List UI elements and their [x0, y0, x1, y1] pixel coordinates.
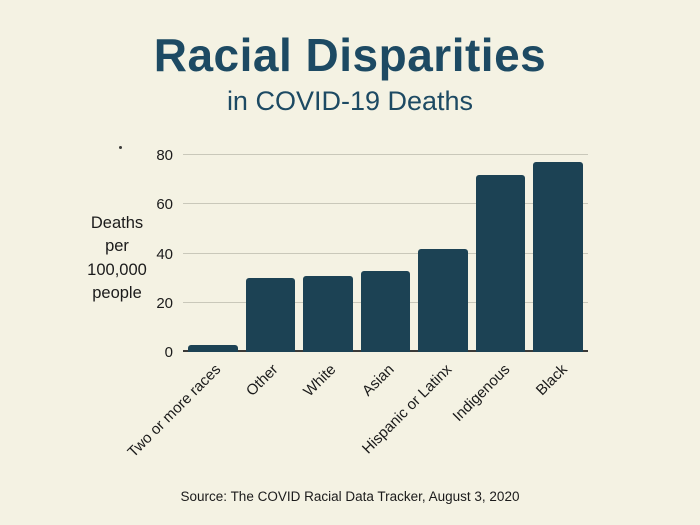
x-tick-slot: Indigenous	[449, 352, 530, 472]
bar-asian	[360, 270, 411, 352]
bar-two-or-more-races	[188, 344, 238, 352]
plot-area: 0 20 40 60 80	[156, 147, 588, 361]
x-tick-slot: White	[299, 352, 357, 472]
x-tick-label: Two or more races	[124, 361, 224, 461]
x-tick-label: Black	[533, 361, 572, 399]
y-tick-label: 60	[156, 196, 173, 214]
x-tick-slot: Two or more races	[124, 352, 241, 472]
x-tick-slot: Other	[241, 352, 299, 472]
bar-slot	[472, 155, 530, 352]
bar-white	[303, 275, 353, 352]
bar-slot	[529, 155, 587, 352]
x-tick-label: White	[300, 361, 340, 401]
y-tick-label: 40	[156, 245, 173, 263]
y-tick-label: 0	[164, 344, 173, 361]
bar-indigenous	[475, 174, 526, 352]
bar-slot	[184, 155, 242, 352]
bar-other	[245, 278, 296, 352]
gridline	[183, 203, 588, 205]
bar-slot	[357, 155, 415, 352]
gridline	[183, 252, 588, 254]
chart-subtitle: in COVID-19 Deaths	[226, 86, 474, 116]
bar-slot	[299, 155, 357, 352]
gridline	[183, 154, 588, 155]
bar-hispanic-or-latinx	[418, 248, 468, 352]
bar-slot	[242, 155, 300, 352]
x-tick-slot: Black	[530, 352, 588, 472]
y-tick-label: 80	[156, 147, 173, 164]
y-axis-label: Deaths per 100,000 people	[87, 214, 147, 303]
bar-slot	[414, 155, 472, 352]
x-axis-labels: Two or more races Other White Asian Hispanic…	[124, 352, 588, 472]
x-tick-label: Other	[243, 361, 282, 400]
x-tick-label: Asian	[358, 361, 398, 400]
bar-group	[183, 155, 588, 352]
source-caption: Source: The COVID Racial Data Tracker, A…	[180, 489, 520, 504]
stray-dot	[119, 146, 122, 149]
chart-title: Racial Disparities	[153, 29, 547, 81]
bar-black	[533, 162, 584, 352]
y-tick-label: 20	[156, 294, 173, 312]
